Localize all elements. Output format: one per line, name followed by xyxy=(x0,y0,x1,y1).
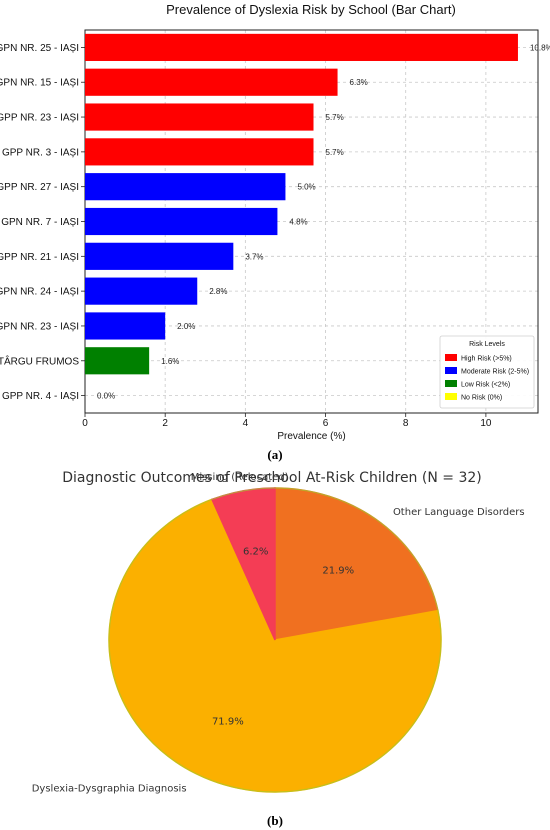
y-tick-label: GPP NR. 27 - IAȘI xyxy=(0,182,79,193)
slice-name-label: Other Language Disorders xyxy=(393,507,525,518)
x-tick-label: 10 xyxy=(480,418,492,429)
data-label: 10.8% xyxy=(530,43,550,52)
bar-chart-title: Prevalence of Dyslexia Risk by School (B… xyxy=(166,2,456,17)
data-label: 6.3% xyxy=(350,78,368,87)
y-tick-label: GPN NR. 15 - IAȘI xyxy=(0,78,79,89)
legend-swatch xyxy=(445,380,457,387)
data-label: 0.0% xyxy=(97,392,115,401)
y-tick-label: GPN NR. 24 - IAȘI xyxy=(0,287,79,298)
data-label: 5.0% xyxy=(297,183,315,192)
slice-name-label: Missing (Relocated) xyxy=(191,472,289,483)
data-label: 1.6% xyxy=(161,357,179,366)
y-tick-label: GPP TÂRGU FRUMOS xyxy=(0,354,79,367)
caption-a: (a) xyxy=(267,447,283,462)
bar xyxy=(85,347,150,375)
slice-name-label: Dyslexia-Dysgraphia Diagnosis xyxy=(32,783,187,794)
data-label: 5.7% xyxy=(326,148,344,157)
legend-swatch xyxy=(445,354,457,361)
bar xyxy=(85,277,198,305)
bar xyxy=(85,68,338,96)
pie-outline xyxy=(108,487,442,793)
x-tick-label: 8 xyxy=(403,418,409,429)
x-tick-label: 0 xyxy=(82,418,88,429)
bar xyxy=(85,173,286,201)
bar xyxy=(85,242,234,270)
bar xyxy=(85,33,518,61)
legend-swatch xyxy=(445,367,457,374)
y-tick-label: GPP NR. 4 - IAȘI xyxy=(2,391,79,402)
slice-percent-label: 6.2% xyxy=(243,547,268,558)
y-tick-label: GPN NR. 25 - IAȘI xyxy=(0,43,79,54)
bar xyxy=(85,312,166,340)
y-tick-label: GPP NR. 3 - IAȘI xyxy=(2,147,79,158)
y-tick-label: GPN NR. 7 - IAȘI xyxy=(1,217,79,228)
pie-chart-title: Diagnostic Outcomes of Preschool At-Risk… xyxy=(62,470,481,486)
x-axis-label: Prevalence (%) xyxy=(277,431,345,442)
pie-chart: 21.9% Other Language Disorders 71.9% Dyslex… xyxy=(32,472,525,794)
caption-b: (b) xyxy=(267,813,283,828)
bar xyxy=(85,138,314,166)
data-label: 5.7% xyxy=(326,113,344,122)
bar xyxy=(85,103,314,131)
legend-box xyxy=(439,335,535,409)
bar xyxy=(85,207,278,236)
data-label: 2.0% xyxy=(177,322,195,331)
x-tick-label: 6 xyxy=(323,418,329,429)
legend-title: Risk Levels xyxy=(469,341,505,348)
data-label: 3.7% xyxy=(245,252,263,261)
bar-chart: GPN NR. 25 - IAȘI 10.8% GPN NR. 15 - IAȘI 6… xyxy=(0,29,550,442)
legend-label: Moderate Risk (2-5%) xyxy=(461,369,529,376)
x-tick-label: 4 xyxy=(243,418,249,429)
y-tick-label: GPP NR. 23 - IAȘI xyxy=(0,113,79,124)
x-tick-label: 2 xyxy=(162,418,168,429)
legend-swatch xyxy=(445,393,457,400)
y-tick-label: GPP NR. 21 - IAȘI xyxy=(0,252,79,263)
slice-percent-label: 21.9% xyxy=(322,566,354,577)
slice-percent-label: 71.9% xyxy=(212,716,244,727)
legend-label: No Risk (0%) xyxy=(461,395,502,402)
y-tick-label: GPN NR. 23 - IAȘI xyxy=(0,321,79,332)
data-label: 4.8% xyxy=(289,218,307,227)
legend-label: Low Risk (<2%) xyxy=(461,382,510,389)
legend-label: High Risk (>5%) xyxy=(461,356,512,363)
data-label: 2.8% xyxy=(209,287,227,296)
